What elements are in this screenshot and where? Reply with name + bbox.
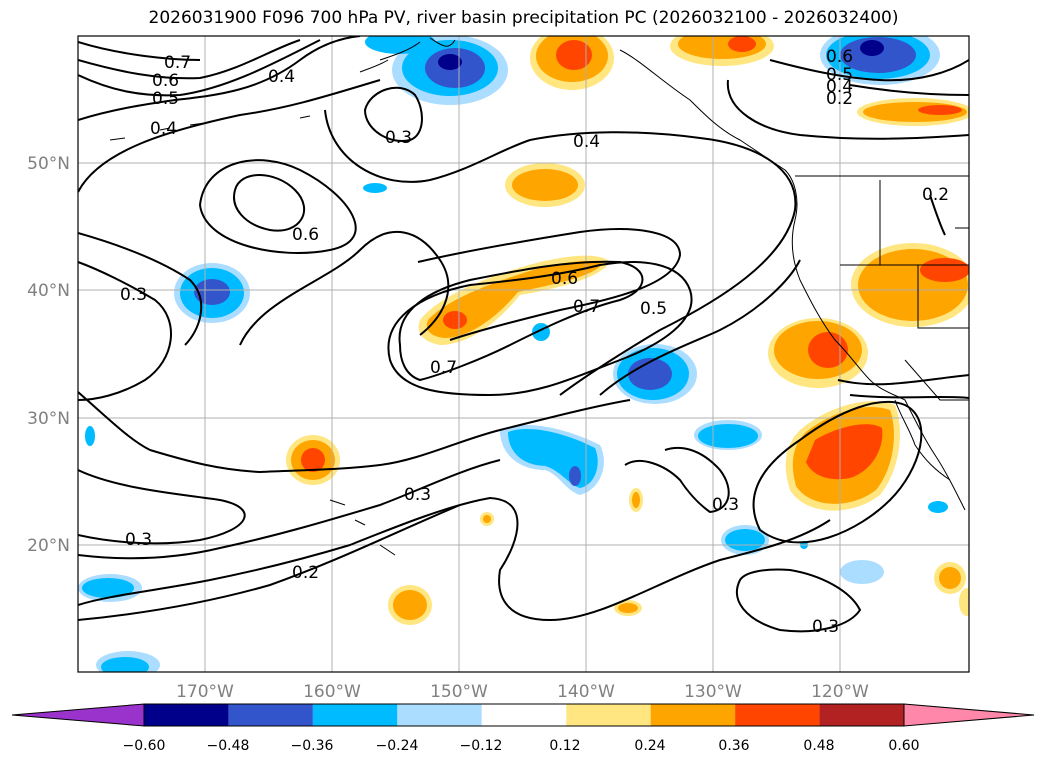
colorbar-extend-low [11, 703, 145, 727]
colorbar-tick-label: 0.24 [634, 738, 665, 754]
contour-label: 0.5 [640, 299, 667, 319]
lon-tick-label: 160°W [303, 682, 361, 702]
colorbar-tick-label: −0.36 [291, 738, 334, 754]
colorbar-frame [143, 703, 905, 727]
colorbar-tick-label: 0.36 [718, 738, 749, 754]
lon-tick-label: 140°W [557, 682, 615, 702]
plot-frame [77, 35, 970, 673]
contour-label: 0.2 [826, 89, 853, 109]
lon-tick-label: 150°W [430, 682, 488, 702]
lon-tick-label: 170°W [176, 682, 234, 702]
contour-label: 0.6 [826, 47, 853, 67]
lon-tick-labels: 170°W 160°W 150°W 140°W 130°W 120°W [176, 682, 869, 702]
colorbar-tick-label: −0.48 [207, 738, 250, 754]
lat-tick-label: 50°N [27, 154, 70, 174]
gridlines [78, 36, 969, 672]
contour-label: 0.7 [573, 297, 600, 317]
map-plot-area: 0.7 0.6 0.5 0.4 0.4 0.3 0.4 0.6 0.3 0.7 … [78, 36, 969, 672]
colorbar-tick-label: 0.12 [549, 738, 580, 754]
lat-tick-labels: 50°N 40°N 30°N 20°N [27, 154, 70, 556]
colorbar-tick-labels: −0.60 −0.48 −0.36 −0.24 −0.12 0.12 0.24 … [123, 738, 920, 754]
contour-label: 0.6 [152, 71, 179, 91]
map-title: 2026031900 F096 700 hPa PV, river basin … [148, 8, 899, 28]
colorbar-tick-label: −0.60 [123, 738, 166, 754]
contour-label: 0.3 [120, 285, 147, 305]
contour-label: 0.3 [812, 617, 839, 637]
contour-label: 0.4 [573, 132, 600, 152]
contour-label: 0.6 [551, 269, 578, 289]
lat-tick-label: 40°N [27, 281, 70, 301]
colorbar-extend-high [903, 703, 1035, 727]
colorbar-cell [228, 704, 313, 726]
contour-label: 0.3 [404, 485, 431, 505]
colorbar-cell [819, 704, 904, 726]
colorbar-cell [650, 704, 736, 726]
pv-contours [78, 36, 969, 633]
contour-label: 0.3 [712, 495, 739, 515]
contour-label: 0.4 [826, 77, 853, 97]
colorbar-cell [144, 704, 229, 726]
contour-label: 0.4 [268, 67, 295, 87]
coastlines [109, 37, 969, 556]
lat-tick-label: 30°N [27, 409, 70, 429]
contour-label: 0.7 [430, 358, 457, 378]
contour-label: 0.7 [164, 53, 191, 73]
contour-label: 0.2 [292, 563, 319, 583]
colorbar-tick-label: −0.12 [460, 738, 503, 754]
colorbar-cell [481, 704, 567, 726]
contour-label: 0.2 [922, 185, 949, 205]
contour-labels: 0.7 0.6 0.5 0.4 0.4 0.3 0.4 0.6 0.3 0.7 … [120, 47, 949, 637]
contour-label: 0.5 [152, 89, 179, 109]
contour-label: 0.4 [150, 119, 177, 139]
colorbar-cell [397, 704, 482, 726]
lat-tick-label: 20°N [27, 536, 70, 556]
lon-tick-label: 130°W [684, 682, 742, 702]
colorbar-tick-label: −0.24 [376, 738, 419, 754]
precip-shading [78, 36, 969, 672]
contour-label: 0.5 [826, 65, 853, 85]
colorbar-tick-label: 0.48 [803, 738, 834, 754]
colorbar-cell [312, 704, 398, 726]
contour-label: 0.3 [385, 128, 412, 148]
colorbar-cell [735, 704, 820, 726]
lon-tick-label: 120°W [811, 682, 869, 702]
contour-label: 0.6 [292, 225, 319, 245]
contour-label: 0.3 [125, 530, 152, 550]
colorbar-cell [566, 704, 651, 726]
colorbar-tick-label: 0.60 [888, 738, 919, 754]
colorbar: −0.60 −0.48 −0.36 −0.24 −0.12 0.12 0.24 … [11, 703, 1035, 754]
